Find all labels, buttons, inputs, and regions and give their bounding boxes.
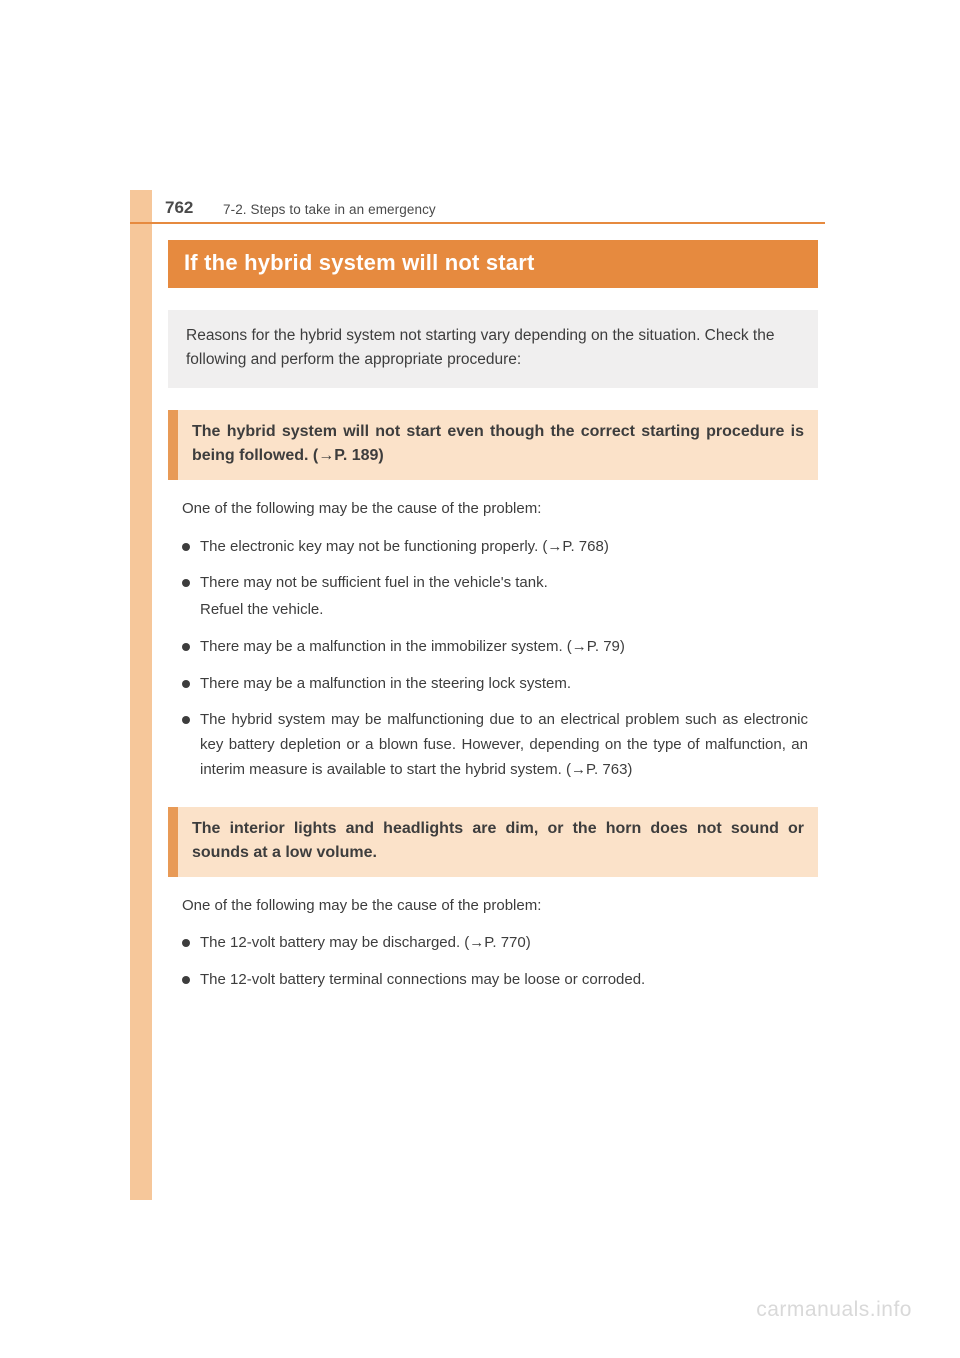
section-lead: One of the following may be the cause of… [182,498,808,521]
watermark: carmanuals.info [756,1298,912,1322]
list-item: The hybrid system may be malfunctioning … [182,708,808,782]
page-number: 762 [165,198,193,218]
bullet-icon [182,643,190,651]
list-item: The electronic key may not be functionin… [182,535,808,560]
bullet-text: There may be a malfunction in the immobi… [200,635,808,660]
bullet-text: The 12-volt battery may be discharged. (… [200,931,808,956]
section-body: One of the following may be the cause of… [168,498,818,783]
bullet-icon [182,939,190,947]
left-accent-bar [130,190,152,1200]
manual-page: 762 7-2. Steps to take in an emergency I… [0,0,960,1358]
list-item: The 12-volt battery terminal connections… [182,968,808,993]
bullet-icon [182,579,190,587]
section-body: One of the following may be the cause of… [168,895,818,993]
bullet-icon [182,976,190,984]
bullet-icon [182,680,190,688]
bullet-icon [182,543,190,551]
bullet-main: There may not be sufficient fuel in the … [200,574,548,591]
list-item: There may not be sufficient fuel in the … [182,571,808,623]
bullet-text: There may not be sufficient fuel in the … [200,571,808,623]
section-header: The interior lights and headlights are d… [168,807,818,877]
section-breadcrumb: 7-2. Steps to take in an emergency [223,202,436,217]
bullet-text: The 12-volt battery terminal connections… [200,968,808,993]
bullet-text: The electronic key may not be functionin… [200,535,808,560]
bullet-icon [182,716,190,724]
intro-box: Reasons for the hybrid system not starti… [168,310,818,388]
list-item: The 12-volt battery may be discharged. (… [182,931,808,956]
bullet-sub: Refuel the vehicle. [200,598,808,623]
page-title: If the hybrid system will not start [168,240,818,288]
section-lead: One of the following may be the cause of… [182,895,808,918]
list-item: There may be a malfunction in the steeri… [182,672,808,697]
content-area: If the hybrid system will not start Reas… [168,240,818,1017]
bullet-text: The hybrid system may be malfunctioning … [200,708,808,782]
header-rule [130,222,825,224]
section-header: The hybrid system will not start even th… [168,410,818,480]
bullet-text: There may be a malfunction in the steeri… [200,672,808,697]
list-item: There may be a malfunction in the immobi… [182,635,808,660]
